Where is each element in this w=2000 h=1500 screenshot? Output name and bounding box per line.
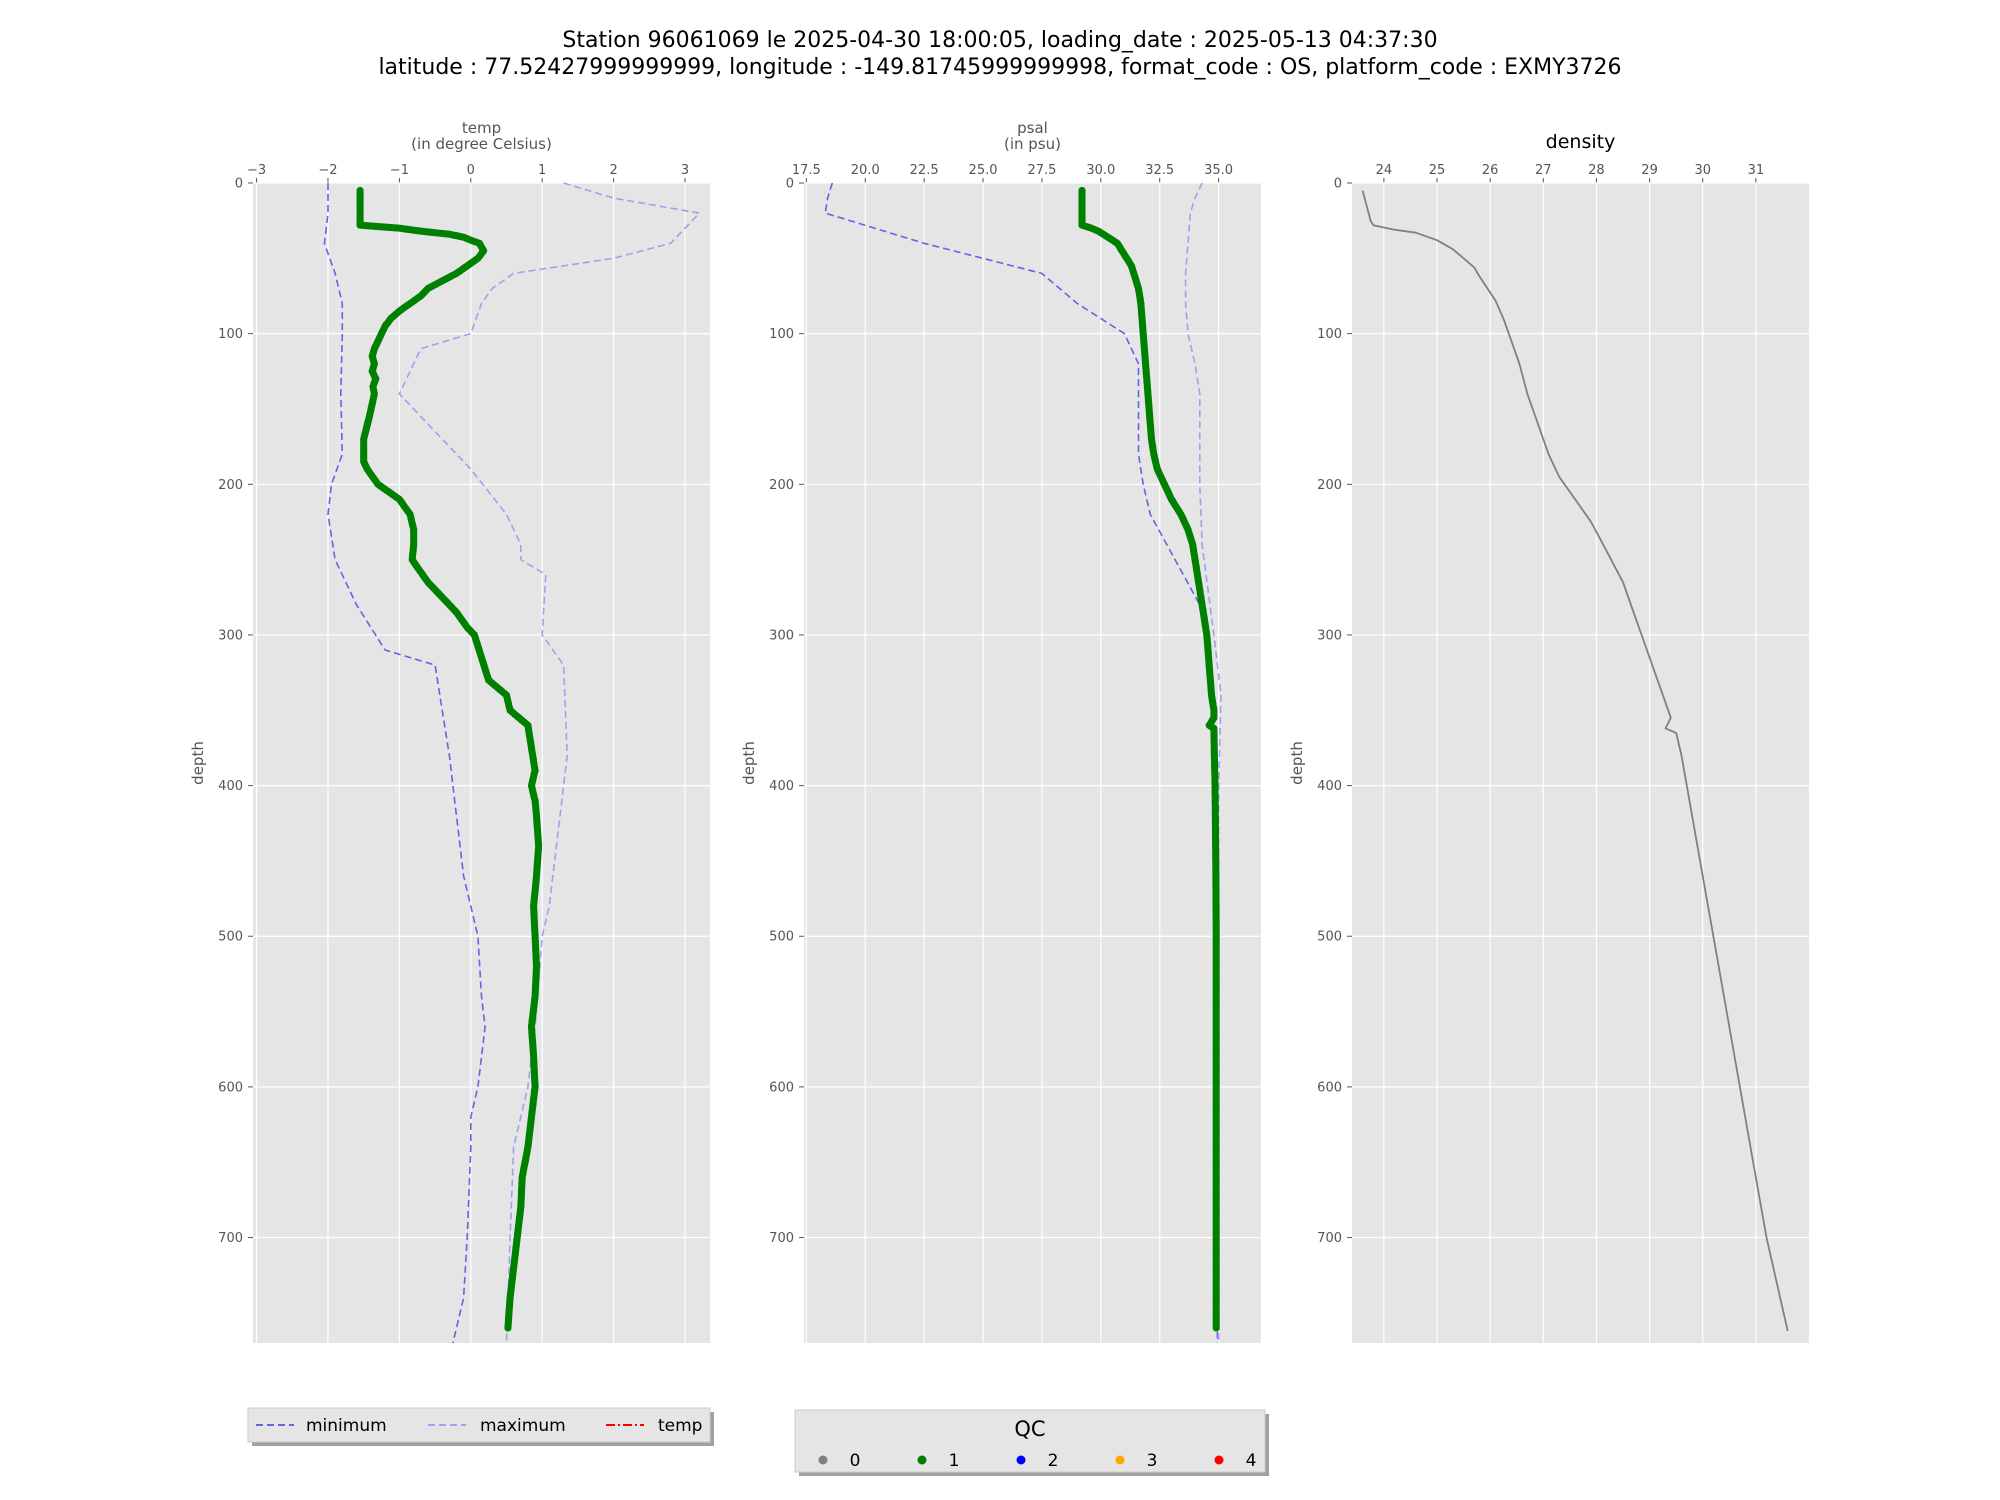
temp-y-tick-label: 600 [218, 1080, 243, 1095]
qc-legend-title: QC [1014, 1417, 1045, 1441]
psal-x-tick-label: 17.5 [792, 163, 821, 178]
qc-3-legend-marker [1115, 1455, 1125, 1465]
minimum-legend-label: minimum [306, 1416, 387, 1436]
psal-x-tick-label: 30.0 [1086, 163, 1115, 178]
qc-2-legend-marker [1016, 1455, 1026, 1465]
psal-x-tick-label: 25.0 [969, 163, 998, 178]
temp-x-tick-label: −1 [390, 163, 409, 178]
temp-x-tick-label: 1 [538, 163, 546, 178]
qc-4-legend-label: 4 [1246, 1451, 1257, 1471]
temp-panel: −3 −2 −1 0 1 2 3 0 100 200 300 400 500 600 700 temp(in … [189, 119, 710, 1344]
temp-x-tick-label: 2 [609, 163, 617, 178]
temp-y-tick-label: 0 [235, 177, 243, 192]
psal-axis-title: psal [1017, 119, 1048, 137]
density-axis-title: density [1546, 131, 1616, 153]
density-x-tick-label: 29 [1641, 163, 1658, 178]
psal-y-tick-label: 500 [769, 930, 794, 945]
psal-y-tick-label: 600 [769, 1080, 794, 1095]
temp-x-tick-label: 3 [681, 163, 689, 178]
psal-x-tick-label: 20.0 [851, 163, 880, 178]
qc-3-legend-label: 3 [1147, 1451, 1158, 1471]
psal-y-tick-label: 700 [769, 1231, 794, 1246]
temp-legend-label: temp [658, 1416, 702, 1436]
density-y-tick-label: 0 [1334, 177, 1342, 192]
density-x-tick-label: 24 [1376, 163, 1393, 178]
maximum-legend-label: maximum [480, 1416, 566, 1436]
qc-1-legend-marker [917, 1455, 927, 1465]
psal-minimum-line [824, 182, 1219, 1343]
density-plot-area [1352, 183, 1809, 1343]
density-x-tick-label: 30 [1694, 163, 1711, 178]
psal-y-tick-label: 300 [769, 628, 794, 643]
legend-box [247, 1407, 711, 1443]
temp-axis-unit: (in degree Celsius) [411, 135, 552, 153]
psal-x-tick-label: 22.5 [910, 163, 939, 178]
psal-panel: 17.5 20.0 22.5 25.0 27.5 30.0 32.5 35.0 0 100 200 3… [740, 119, 1261, 1343]
qc-legend: QC 0 1 2 3 4 [794, 1409, 1269, 1476]
temp-x-tick-label: −3 [247, 163, 266, 178]
temp-y-tick-label: 300 [218, 628, 243, 643]
psal-y-tick-label: 100 [769, 327, 794, 342]
density-x-tick-label: 31 [1748, 163, 1765, 178]
temp-x-tick-label: −2 [318, 163, 337, 178]
density-panel: 24 25 26 27 28 29 30 31 0 100 200 300 400 500 600 700 de… [1288, 131, 1809, 1343]
psal-x-tick-label: 27.5 [1027, 163, 1056, 178]
temp-x-tick-label: 0 [467, 163, 475, 178]
psal-x-tick-label: 32.5 [1145, 163, 1174, 178]
qc-0-legend-label: 0 [850, 1451, 861, 1471]
qc-0-legend-marker [818, 1455, 828, 1465]
temp-qc-point [504, 1324, 512, 1332]
density-y-tick-label: 400 [1317, 779, 1342, 794]
temp-axis-title: temp [462, 119, 501, 137]
psal-y-tick-label: 0 [786, 177, 794, 192]
temp-y-tick-label: 200 [218, 478, 243, 493]
density-x-tick-label: 25 [1429, 163, 1446, 178]
density-density-line [1361, 190, 1789, 1332]
density-y-tick-label: 200 [1317, 478, 1342, 493]
density-y-tick-label: 600 [1317, 1080, 1342, 1095]
temp-y-tick-label: 400 [218, 779, 243, 794]
qc-1-legend-label: 1 [949, 1451, 960, 1471]
density-y-tick-label: 100 [1317, 327, 1342, 342]
temp-minimum-line [323, 183, 486, 1344]
temp-y-axis-label: depth [189, 741, 207, 785]
psal-axis-unit: (in psu) [1004, 135, 1061, 153]
temp-plot-area [253, 183, 710, 1343]
density-y-tick-label: 500 [1317, 930, 1342, 945]
temp-y-tick-label: 100 [218, 327, 243, 342]
density-x-tick-label: 26 [1482, 163, 1499, 178]
qc-2-legend-label: 2 [1048, 1451, 1059, 1471]
series-legend: minimum maximum temp [247, 1407, 714, 1446]
density-y-axis-label: depth [1288, 741, 1306, 785]
psal-x-tick-label: 35.0 [1204, 163, 1233, 178]
psal-y-tick-label: 200 [769, 478, 794, 493]
psal-qc-point [1212, 1324, 1220, 1332]
psal-y-tick-label: 400 [769, 779, 794, 794]
density-x-tick-label: 28 [1588, 163, 1605, 178]
temp-y-tick-label: 700 [218, 1231, 243, 1246]
density-x-tick-label: 27 [1535, 163, 1552, 178]
psal-y-axis-label: depth [740, 741, 758, 785]
density-y-tick-label: 700 [1317, 1231, 1342, 1246]
qc-4-legend-marker [1214, 1455, 1224, 1465]
temp-y-tick-label: 500 [218, 930, 243, 945]
psal-plot-area [804, 183, 1261, 1343]
qc-legend-box [794, 1409, 1266, 1473]
figure-title-line-2: latitude : 77.52427999999999, longitude … [378, 55, 1621, 80]
density-y-tick-label: 300 [1317, 628, 1342, 643]
figure-title-line-1: Station 96061069 le 2025-04-30 18:00:05,… [562, 28, 1437, 53]
psal-maximum-line [1184, 182, 1222, 1343]
